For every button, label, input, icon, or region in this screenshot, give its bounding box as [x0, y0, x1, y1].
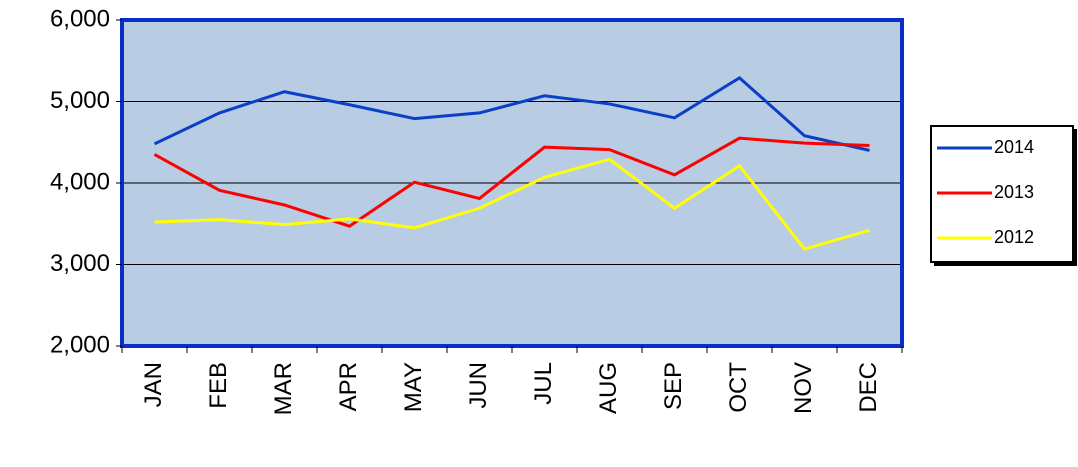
x-tick-label: DEC: [855, 362, 882, 413]
x-tick-label: MAY: [400, 362, 427, 412]
series-line: [153, 76, 870, 152]
series-line: [153, 136, 870, 228]
x-tick-label: FEB: [205, 362, 232, 409]
y-tick-label: 3,000: [50, 250, 110, 277]
legend-label: 2012: [994, 227, 1034, 247]
x-tick-label: APR: [335, 362, 362, 411]
x-tick-label: JUL: [530, 362, 557, 405]
y-tick-label: 5,000: [50, 87, 110, 114]
x-tick-label: NOV: [790, 362, 817, 414]
series-line: [154, 157, 870, 251]
x-tick-label: AUG: [595, 362, 622, 414]
x-tick-label: SEP: [660, 362, 687, 410]
x-tick-label: JUN: [465, 362, 492, 409]
legend-label: 2014: [994, 137, 1034, 157]
y-tick-label: 2,000: [50, 331, 110, 358]
legend-label: 2013: [994, 182, 1034, 202]
x-tick-label: OCT: [725, 362, 752, 413]
legend-entries: 2014 2013 2012: [937, 137, 1034, 247]
y-tick-label: 4,000: [50, 168, 110, 195]
x-tick-label: MAR: [270, 362, 297, 415]
x-tick-label: JAN: [140, 362, 167, 407]
y-tick-label: 6,000: [50, 5, 110, 32]
